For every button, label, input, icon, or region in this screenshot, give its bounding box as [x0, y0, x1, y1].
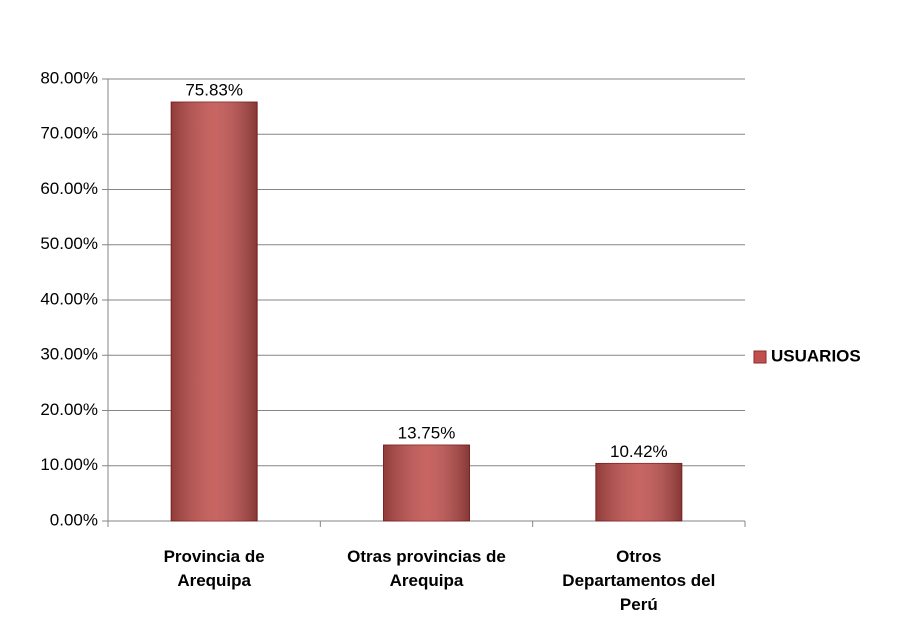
y-tick-label: 50.00% — [40, 234, 98, 253]
data-label: 13.75% — [398, 424, 456, 443]
bar-shade — [171, 102, 258, 522]
y-tick-label: 20.00% — [40, 400, 98, 419]
y-tick-label: 80.00% — [40, 68, 98, 87]
y-tick-label: 0.00% — [50, 510, 98, 529]
y-tick-label: 30.00% — [40, 345, 98, 364]
data-label: 75.83% — [185, 81, 243, 100]
x-tick-label: Provincia de Arequipa — [163, 547, 265, 590]
legend-label: USUARIOS — [771, 346, 861, 365]
y-tick-label: 40.00% — [40, 289, 98, 308]
bar-shade — [383, 445, 470, 521]
legend-swatch — [753, 350, 767, 364]
x-tick-label: Otros Departamentos del Perú — [562, 547, 716, 614]
y-tick-label: 60.00% — [40, 179, 98, 198]
data-label: 10.42% — [610, 442, 668, 461]
bar-shade — [595, 463, 682, 521]
y-tick-label: 10.00% — [40, 455, 98, 474]
y-tick-label: 70.00% — [40, 124, 98, 143]
x-tick-label: Otras provincias de Arequipa — [347, 547, 506, 590]
